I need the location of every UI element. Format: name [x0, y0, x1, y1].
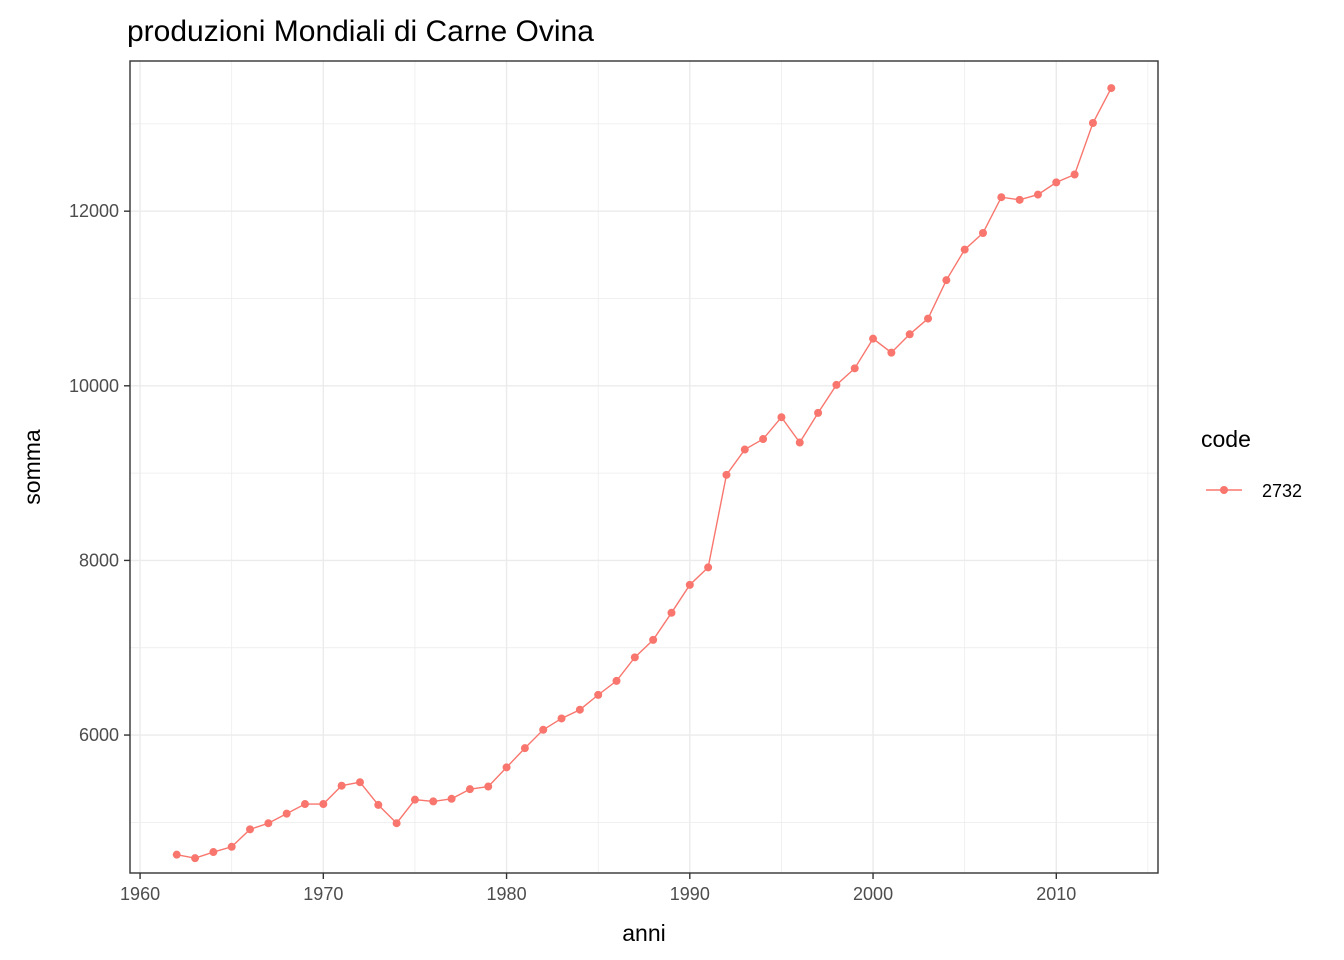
data-point [942, 276, 951, 285]
x-tick-label: 1990 [670, 884, 710, 904]
series-line [176, 87, 1112, 859]
x-tick-label: 1970 [303, 884, 343, 904]
data-point [594, 690, 603, 699]
legend: code 2732 [1201, 426, 1302, 501]
legend-label: 2732 [1262, 481, 1302, 501]
grid-minor [130, 61, 1158, 873]
data-point [979, 229, 988, 238]
data-point [1052, 178, 1061, 187]
data-point [630, 653, 639, 662]
data-point [649, 635, 658, 644]
data-point [539, 725, 548, 734]
data-point [575, 705, 584, 714]
data-point [814, 408, 823, 417]
data-point [997, 193, 1006, 202]
data-point [740, 445, 749, 454]
data-point [612, 676, 621, 685]
legend-title: code [1201, 426, 1251, 452]
y-axis: 6000 8000 10000 12000 [69, 201, 130, 745]
data-point [410, 795, 419, 804]
data-point [374, 800, 383, 809]
data-point [832, 380, 841, 389]
data-point [1015, 195, 1024, 204]
series-layer [172, 84, 1116, 863]
y-tick-label: 8000 [79, 550, 119, 570]
x-tick-label: 2000 [853, 884, 893, 904]
data-point [264, 819, 273, 828]
x-tick-label: 1980 [487, 884, 527, 904]
data-point [667, 608, 676, 617]
data-point [1107, 84, 1116, 93]
data-point [520, 744, 529, 753]
data-point [1088, 118, 1097, 127]
y-tick-label: 10000 [69, 376, 119, 396]
data-point [355, 778, 364, 787]
data-point [300, 800, 309, 809]
chart-title: produzioni Mondiali di Carne Ovina [127, 15, 594, 48]
data-point [887, 348, 896, 357]
grid-major [130, 61, 1158, 873]
data-point [850, 364, 859, 373]
data-point [246, 825, 255, 834]
data-point [191, 854, 200, 863]
x-axis: 1960 1970 1980 1990 2000 2010 [120, 873, 1076, 904]
data-point [869, 334, 878, 343]
data-point [337, 781, 346, 790]
data-point [465, 785, 474, 794]
data-point [557, 714, 566, 723]
data-point [685, 580, 694, 589]
data-point [429, 797, 438, 806]
data-point [447, 794, 456, 803]
data-point [722, 470, 731, 479]
data-point [319, 800, 328, 809]
data-point [759, 435, 768, 444]
data-point [777, 413, 786, 422]
x-tick-label: 1960 [120, 884, 160, 904]
data-point [209, 848, 218, 857]
y-axis-title: somma [19, 429, 45, 505]
data-point [924, 314, 933, 323]
data-point [282, 809, 291, 818]
y-tick-label: 6000 [79, 725, 119, 745]
data-point [795, 438, 804, 447]
data-point [484, 782, 493, 791]
x-axis-title: anni [622, 920, 665, 946]
x-tick-label: 2010 [1036, 884, 1076, 904]
data-point [227, 842, 236, 851]
data-point [172, 850, 181, 859]
data-point [1033, 190, 1042, 199]
data-point [502, 763, 511, 772]
plot-panel-border [129, 60, 1159, 874]
legend-key-point [1220, 486, 1228, 494]
data-point [960, 245, 969, 254]
data-point [392, 819, 401, 828]
data-point [1070, 170, 1079, 179]
data-point [704, 563, 713, 572]
y-tick-label: 12000 [69, 201, 119, 221]
data-point [905, 330, 914, 339]
